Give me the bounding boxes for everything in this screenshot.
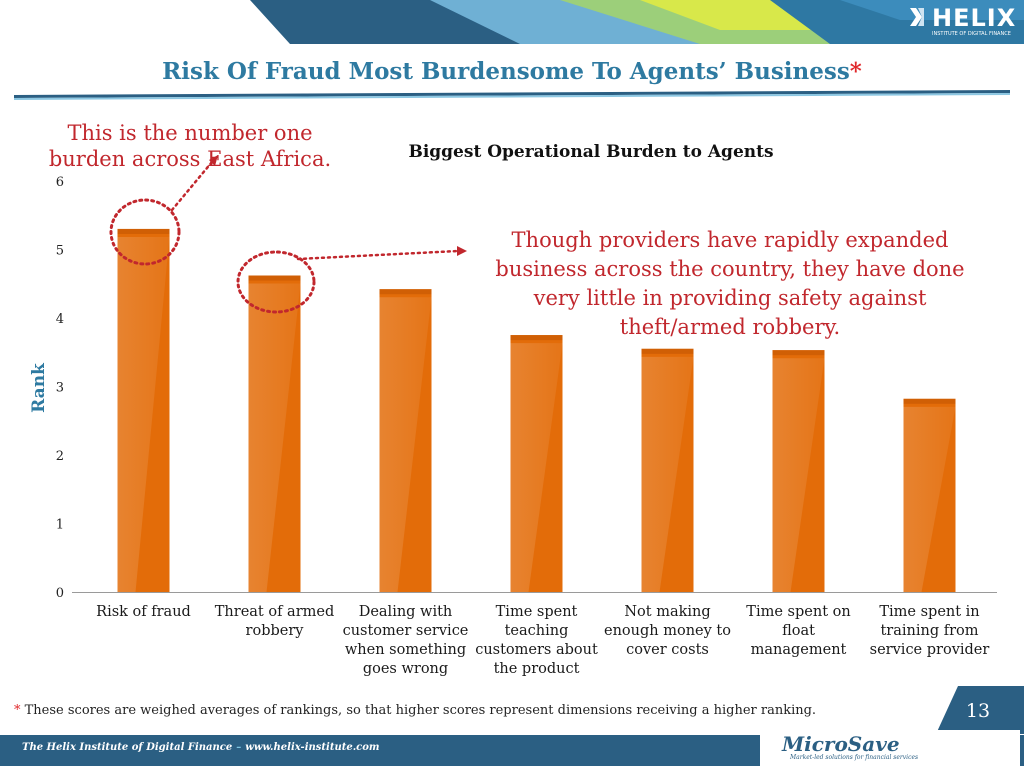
callout-line: very little in providing safety against [533, 286, 927, 310]
bar-highlight [772, 358, 825, 592]
bar-highlight [641, 356, 694, 592]
x-tick-label: teaching [505, 623, 569, 639]
callout-line: business across the country, they have d… [495, 257, 965, 281]
x-tick-label: Time spent in [879, 604, 979, 620]
logo-text: HELIX [932, 4, 1017, 32]
footnote-marker: * [14, 703, 21, 718]
bar-cap [379, 289, 432, 295]
title-marker: * [849, 58, 862, 85]
x-tick-label: management [751, 642, 847, 658]
title-text: Risk Of Fraud Most Burdensome To Agents’… [162, 58, 850, 85]
header-banner [250, 0, 1024, 44]
x-tick-label: Risk of fraud [96, 604, 191, 620]
arrow-head-robbery [457, 246, 467, 256]
page-number: 13 [965, 700, 991, 722]
bar-highlight [117, 236, 170, 592]
x-tick-label: cover costs [626, 642, 709, 658]
brand-tagline: Market-led solutions for financial servi… [790, 754, 919, 761]
page-number-tab [936, 686, 1024, 734]
footer-text: The Helix Institute of Digital Finance – w… [22, 742, 380, 753]
title-underline [14, 90, 1010, 100]
x-tick-label: Threat of armed [215, 604, 335, 620]
y-tick-label: 3 [56, 381, 64, 396]
footnote-text: These scores are weighed averages of ran… [20, 703, 817, 718]
y-tick-label: 5 [56, 244, 64, 259]
x-tick-label: robbery [246, 623, 305, 639]
y-tick-label: 1 [56, 518, 64, 533]
bar-cap [641, 348, 694, 354]
x-tick-label: customers about [475, 642, 598, 658]
y-tick-label: 6 [56, 175, 64, 190]
arrow-head-fraud [209, 155, 218, 166]
callout-safety: Though providers have rapidly expanded b… [470, 226, 990, 342]
brand-panel [760, 730, 1020, 766]
x-tick-label: the product [494, 661, 580, 677]
helix-logo: HELIX INSTITUTE OF DIGITAL FINANCE [908, 4, 1018, 40]
bar-cap [117, 228, 170, 234]
bar-cap [772, 350, 825, 356]
arrow-line-robbery [296, 249, 460, 261]
footer-url[interactable]: www.helix-institute.com [245, 742, 380, 753]
x-tick-label: training from [880, 623, 978, 639]
helix-mark-icon [910, 8, 924, 26]
bar-cap [248, 275, 301, 281]
y-tick-label: 4 [56, 312, 64, 327]
callout-top-burden: This is the number one burden across Eas… [40, 120, 340, 172]
x-axis-labels: Risk of fraud Threat of armed robbery Deali… [96, 604, 989, 677]
callout-markers [109, 155, 467, 314]
x-tick-label: when something [345, 642, 466, 658]
y-axis-ticks: 0 1 2 3 4 5 6 [56, 175, 997, 601]
x-tick-label: enough money to [604, 623, 731, 639]
arrow-line-fraud [170, 160, 214, 212]
slide-title: Risk Of Fraud Most Burdensome To Agents’… [0, 58, 1024, 85]
bar-cap [510, 335, 563, 341]
footer-separator: – [236, 742, 242, 753]
bars [117, 228, 956, 592]
bar-chart: Biggest Operational Burden to Agents Ran… [29, 142, 997, 677]
x-tick-label: Time spent [496, 604, 578, 620]
chart-title: Biggest Operational Burden to Agents [408, 142, 773, 162]
y-axis-label: Rank [29, 362, 49, 413]
highlight-ellipse-fraud [109, 198, 181, 266]
callout-line: Though providers have rapidly expanded [511, 228, 949, 252]
footnote: * These scores are weighed averages of r… [14, 703, 816, 718]
x-tick-label: float [782, 623, 815, 639]
x-tick-label: Not making [624, 604, 710, 620]
x-tick-label: goes wrong [363, 661, 448, 677]
footer-org: The Helix Institute of Digital Finance [22, 742, 233, 753]
callout-line: This is the number one [67, 121, 313, 145]
bar-highlight [248, 283, 301, 592]
callout-line: theft/armed robbery. [619, 315, 841, 339]
bar-highlight [903, 406, 956, 592]
y-tick-label: 2 [56, 449, 64, 464]
brand-name: MicroSave [782, 732, 900, 756]
y-tick-label: 0 [56, 586, 64, 601]
bar-highlight [510, 343, 563, 592]
x-tick-label: Dealing with [359, 604, 453, 620]
highlight-ellipse-robbery [236, 250, 316, 314]
bar-cap [903, 398, 956, 404]
bar-highlight [379, 297, 432, 592]
x-tick-label: Time spent on [746, 604, 850, 620]
x-tick-label: customer service [343, 623, 469, 639]
callout-line: burden across East Africa. [48, 147, 332, 171]
logo-subtext: INSTITUTE OF DIGITAL FINANCE [932, 31, 1011, 37]
x-tick-label: service provider [870, 642, 990, 658]
